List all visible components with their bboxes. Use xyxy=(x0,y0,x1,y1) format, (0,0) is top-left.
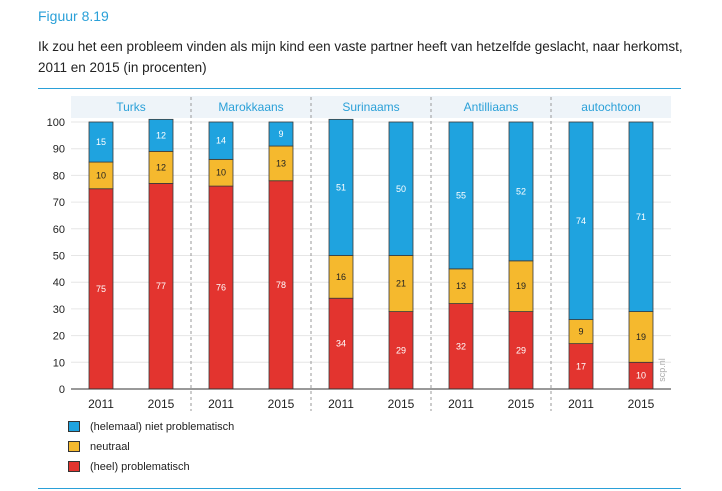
bar-segment xyxy=(568,121,594,320)
data-label: 71 xyxy=(636,212,646,222)
data-label: 15 xyxy=(96,137,106,147)
data-label: 10 xyxy=(216,168,226,178)
y-tick-label: 70 xyxy=(53,197,65,209)
data-label: 12 xyxy=(156,162,166,172)
group-label: autochtoon xyxy=(581,100,640,114)
group-label: Surinaams xyxy=(342,100,399,114)
watermark: scp.nl xyxy=(657,358,667,382)
bar-segment xyxy=(268,145,294,182)
legend-swatch-blue xyxy=(68,421,80,432)
x-tick-label: 2015 xyxy=(508,397,535,411)
legend-label: (helemaal) niet problematisch xyxy=(90,421,235,433)
x-tick-label: 2011 xyxy=(88,397,114,411)
data-label: 10 xyxy=(96,170,106,180)
bar-segment xyxy=(148,183,174,390)
bar-segment xyxy=(208,185,234,390)
x-tick-label: 2011 xyxy=(328,397,354,411)
legend-label: neutraal xyxy=(90,441,130,453)
bar-segment xyxy=(148,118,174,152)
legend-item-neutraal: neutraal xyxy=(68,438,234,458)
figure-title: Ik zou het een probleem vinden als mijn … xyxy=(38,39,683,75)
data-label: 9 xyxy=(278,129,283,139)
y-tick-label: 100 xyxy=(47,117,65,129)
x-tick-label: 2015 xyxy=(148,397,175,411)
y-tick-label: 50 xyxy=(53,251,65,263)
bottom-rule xyxy=(38,488,681,489)
group-label: Antilliaans xyxy=(464,100,519,114)
x-tick-label: 2015 xyxy=(628,397,655,411)
bar-segment xyxy=(328,297,354,390)
x-tick-label: 2011 xyxy=(448,397,474,411)
legend-swatch-red xyxy=(68,461,80,472)
bar-segment xyxy=(628,361,654,390)
data-label: 32 xyxy=(456,341,466,351)
y-tick-label: 90 xyxy=(53,144,65,156)
x-tick-label: 2011 xyxy=(568,397,594,411)
bar-segment xyxy=(508,311,534,390)
data-label: 52 xyxy=(516,186,526,196)
bar-segment xyxy=(148,150,174,184)
data-label: 19 xyxy=(516,281,526,291)
data-label: 10 xyxy=(636,371,646,381)
bar-segment xyxy=(508,260,534,312)
data-label: 76 xyxy=(216,283,226,293)
x-tick-label: 2011 xyxy=(208,397,234,411)
legend-item-niet-problematisch: (helemaal) niet problematisch xyxy=(68,418,234,438)
data-label: 29 xyxy=(516,345,526,355)
bar-segment xyxy=(208,121,234,160)
bar-segment xyxy=(328,255,354,299)
data-label: 19 xyxy=(636,332,646,342)
group-label: Marokkaans xyxy=(218,100,283,114)
bar-segment xyxy=(88,121,114,163)
data-label: 9 xyxy=(578,327,583,337)
y-tick-label: 40 xyxy=(53,277,65,289)
data-label: 21 xyxy=(396,279,406,289)
data-label: 74 xyxy=(576,216,586,226)
data-label: 29 xyxy=(396,345,406,355)
data-label: 13 xyxy=(276,158,286,168)
group-header-band xyxy=(71,96,671,118)
data-label: 16 xyxy=(336,272,346,282)
y-tick-label: 10 xyxy=(53,357,65,369)
bar-segment xyxy=(388,121,414,256)
bar-segment xyxy=(328,118,354,256)
data-label: 75 xyxy=(96,284,106,294)
y-tick-label: 30 xyxy=(53,304,65,316)
bar-segment xyxy=(508,121,534,262)
top-rule xyxy=(38,88,681,89)
data-label: 77 xyxy=(156,281,166,291)
bar-segment xyxy=(268,121,294,147)
bar-segment xyxy=(628,121,654,312)
figure-label: Figuur 8.19 xyxy=(38,8,109,24)
data-label: 14 xyxy=(216,136,226,146)
group-label: Turks xyxy=(116,100,146,114)
y-tick-label: 80 xyxy=(53,170,65,182)
x-tick-label: 2015 xyxy=(268,397,295,411)
data-label: 34 xyxy=(336,339,346,349)
data-label: 17 xyxy=(576,361,586,371)
legend-label: (heel) problematisch xyxy=(90,461,190,473)
data-label: 51 xyxy=(336,182,346,192)
data-label: 50 xyxy=(396,184,406,194)
bar-segment xyxy=(628,311,654,363)
data-label: 55 xyxy=(456,190,466,200)
y-tick-label: 0 xyxy=(59,384,65,396)
data-label: 78 xyxy=(276,280,286,290)
bar-segment xyxy=(388,255,414,312)
x-tick-label: 2015 xyxy=(388,397,415,411)
bar-segment xyxy=(448,121,474,270)
legend: (helemaal) niet problematisch neutraal (… xyxy=(68,418,234,478)
legend-swatch-yellow xyxy=(68,441,80,452)
y-tick-label: 60 xyxy=(53,224,65,236)
y-tick-label: 20 xyxy=(53,331,65,343)
bar-segment xyxy=(88,188,114,390)
data-label: 12 xyxy=(156,130,166,140)
data-label: 13 xyxy=(456,281,466,291)
bar-segment xyxy=(388,311,414,390)
legend-item-problematisch: (heel) problematisch xyxy=(68,458,234,478)
